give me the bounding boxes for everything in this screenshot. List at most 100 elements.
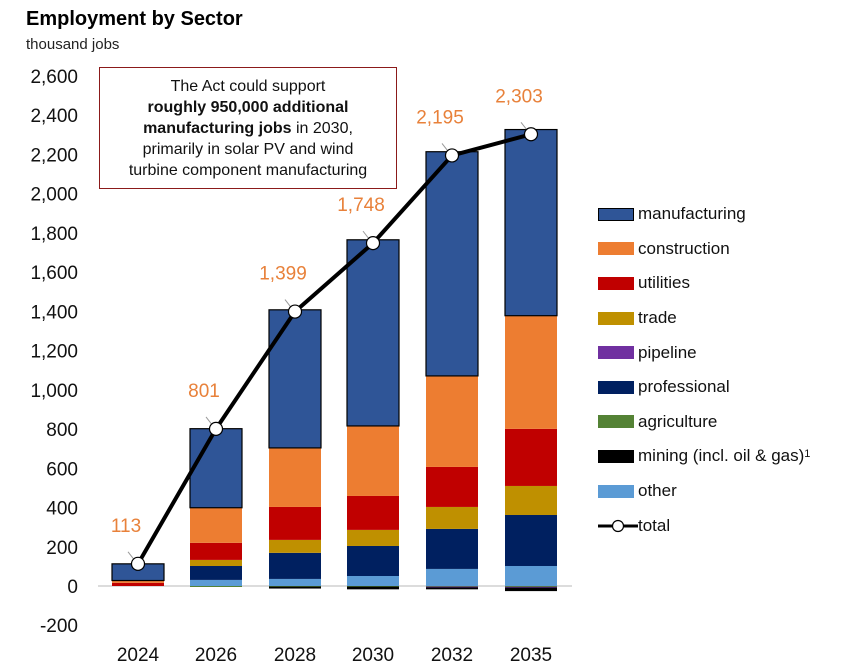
bar-segment-professional-2035 bbox=[505, 514, 557, 566]
legend-label: pipeline bbox=[638, 342, 697, 362]
legend-label: other bbox=[638, 481, 677, 501]
annotation-rest-2: in 2030, bbox=[291, 120, 353, 137]
legend-item: agriculture bbox=[598, 405, 810, 440]
legend-swatch bbox=[598, 346, 634, 360]
bar-segment-professional-2026 bbox=[190, 565, 242, 580]
bar-segment-agriculture-2028 bbox=[269, 586, 321, 587]
bar-segment-trade-2032 bbox=[426, 506, 478, 529]
bar-segment-utilities-2028 bbox=[269, 506, 321, 540]
legend-label: agriculture bbox=[638, 411, 718, 431]
y-tick-label: 2,000 bbox=[30, 185, 78, 206]
bar-segment-agriculture-2032 bbox=[426, 586, 478, 587]
bar-segment-other-2035 bbox=[505, 565, 557, 586]
legend-item: utilities bbox=[598, 266, 810, 301]
bar-segment-trade-2030 bbox=[347, 529, 399, 546]
legend-item: total bbox=[598, 508, 810, 543]
total-data-label: 1,748 bbox=[337, 195, 385, 216]
footnote-marker: 1 bbox=[804, 448, 811, 461]
total-marker bbox=[130, 556, 146, 571]
legend-swatch bbox=[598, 207, 634, 221]
legend-label: utilities bbox=[638, 273, 690, 293]
x-tick-label: 2026 bbox=[195, 645, 237, 666]
bar-segment-pipeline-2032 bbox=[426, 586, 478, 588]
x-tick-label: 2032 bbox=[431, 645, 473, 666]
x-tick-label: 2035 bbox=[510, 645, 552, 666]
legend-item: mining (incl. oil & gas) 1 bbox=[598, 439, 810, 474]
bar-segment-manufacturing-2028 bbox=[268, 309, 322, 449]
bar-segment-construction-2024 bbox=[112, 580, 164, 583]
total-marker bbox=[208, 421, 224, 436]
y-tick-label: 200 bbox=[46, 538, 78, 559]
bar-segment-trade-2028 bbox=[269, 539, 321, 553]
total-marker bbox=[523, 127, 539, 142]
bar-segment-mining-2035 bbox=[505, 587, 557, 592]
bar-segment-professional-2030 bbox=[347, 545, 399, 576]
y-tick-label: 0 bbox=[67, 577, 78, 598]
legend-swatch bbox=[598, 311, 634, 325]
total-data-label: 2,195 bbox=[416, 107, 464, 128]
annotation-line-3: manufacturing jobs in 2030, bbox=[100, 118, 396, 139]
total-marker bbox=[287, 304, 303, 319]
y-tick-label: 2,600 bbox=[30, 67, 78, 88]
chart-title: Employment by Sector bbox=[26, 8, 243, 30]
bar-segment-manufacturing-2026 bbox=[189, 428, 243, 509]
legend-swatch bbox=[598, 484, 634, 498]
bar-segment-agriculture-2035 bbox=[505, 586, 557, 587]
bar-segment-construction-2026 bbox=[190, 507, 242, 543]
legend-item: other bbox=[598, 474, 810, 509]
bar-segment-manufacturing-2030 bbox=[346, 239, 400, 427]
bar-segment-utilities-2024 bbox=[112, 582, 164, 586]
total-data-label: 2,303 bbox=[495, 86, 543, 107]
annotation-line-4: primarily in solar PV and wind bbox=[142, 141, 354, 158]
y-tick-label: 1,200 bbox=[30, 342, 78, 363]
x-tick-label: 2030 bbox=[352, 645, 394, 666]
legend-swatch bbox=[598, 380, 634, 394]
y-tick-label: 1,800 bbox=[30, 224, 78, 245]
legend-item: trade bbox=[598, 301, 810, 336]
bar-segment-agriculture-2026 bbox=[190, 586, 242, 587]
x-tick-label: 2028 bbox=[274, 645, 316, 666]
bar-segment-utilities-2026 bbox=[190, 542, 242, 560]
bar-segment-mining-2028 bbox=[269, 586, 321, 589]
bar-segment-other-2028 bbox=[269, 578, 321, 586]
bar-segment-utilities-2030 bbox=[347, 495, 399, 530]
bar-segment-other-2032 bbox=[426, 568, 478, 586]
legend-item: manufacturing bbox=[598, 197, 810, 232]
bar-segment-other-2030 bbox=[347, 575, 399, 586]
legend-swatch bbox=[598, 242, 634, 256]
y-tick-label: 600 bbox=[46, 459, 78, 480]
total-data-label: 1,399 bbox=[259, 264, 307, 285]
annotation-bold-2: manufacturing jobs bbox=[143, 120, 292, 137]
bar-segment-construction-2035 bbox=[505, 315, 557, 429]
annotation-line-5: turbine component manufacturing bbox=[128, 162, 368, 179]
legend-swatch bbox=[598, 276, 634, 290]
annotation-bold-1: roughly 950,000 additional bbox=[147, 99, 349, 116]
chart-subtitle: thousand jobs bbox=[26, 36, 120, 53]
legend-item: construction bbox=[598, 232, 810, 267]
legend-label: total bbox=[638, 515, 671, 535]
bar-segment-utilities-2032 bbox=[426, 466, 478, 507]
bar-segment-manufacturing-2032 bbox=[425, 151, 479, 377]
bar-segment-professional-2028 bbox=[269, 552, 321, 579]
bar-segment-trade-2035 bbox=[505, 485, 557, 515]
total-marker bbox=[444, 148, 460, 163]
total-line bbox=[136, 132, 532, 565]
total-data-label: 113 bbox=[111, 516, 141, 537]
annotation-line-2: roughly 950,000 additional bbox=[100, 97, 396, 118]
legend-swatch bbox=[598, 449, 634, 463]
annotation-box: The Act could support roughly 950,000 ad… bbox=[99, 67, 397, 189]
legend-label: manufacturing bbox=[638, 204, 746, 224]
bar-segment-trade-2026 bbox=[190, 559, 242, 566]
bar-segment-manufacturing-2035 bbox=[504, 128, 558, 317]
bar-segment-construction-2028 bbox=[269, 447, 321, 507]
total-marker bbox=[365, 236, 381, 251]
y-tick-label: -200 bbox=[40, 616, 78, 637]
total-data-label: 801 bbox=[188, 381, 220, 402]
y-tick-label: 2,400 bbox=[30, 106, 78, 127]
y-tick-label: 1,600 bbox=[30, 263, 78, 284]
annotation-line-1: The Act could support bbox=[170, 78, 326, 95]
legend-swatch bbox=[598, 415, 634, 429]
legend: manufacturing construction utilities trade p… bbox=[598, 197, 810, 543]
bar-segment-mining-2030 bbox=[347, 586, 399, 590]
